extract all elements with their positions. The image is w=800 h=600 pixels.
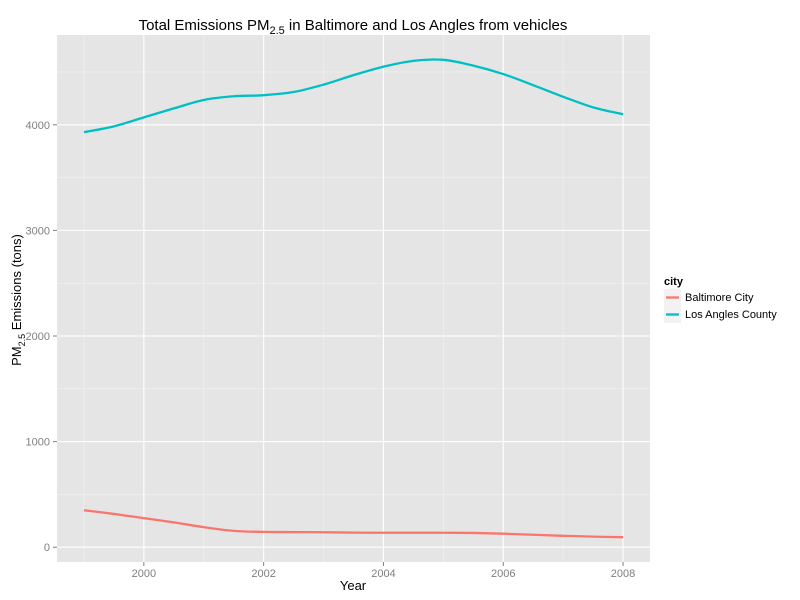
chart-title-subscript: 2.5	[269, 25, 284, 37]
legend-label-baltimore-city: Baltimore City	[685, 292, 754, 304]
y-tick-label: 1000	[26, 437, 50, 449]
legend: city Baltimore City Los Angles County	[664, 276, 777, 323]
y-axis-title: PM2.5 Emissions (tons)	[9, 234, 27, 366]
x-tick-label: 2006	[491, 568, 515, 580]
x-tick-label: 2004	[371, 568, 395, 580]
chart-title: Total Emissions PM2.5 in Baltimore and L…	[139, 17, 568, 37]
x-tick-label: 2000	[132, 568, 156, 580]
y-tick-label: 4000	[26, 120, 50, 132]
chart-title-suffix: in Baltimore and Los Angles from vehicle…	[285, 17, 568, 34]
legend-items: Baltimore City Los Angles County	[664, 289, 777, 323]
grid-layer	[57, 35, 650, 562]
ticks-layer: 2000 2002 2004 2006 2008 0 1000 2000 3000 4000	[26, 120, 636, 580]
chart-title-prefix: Total Emissions PM	[139, 17, 270, 34]
plot-panel	[57, 35, 650, 562]
x-axis-title: Year	[340, 578, 367, 593]
series-line-baltimore-city	[83, 509, 624, 539]
y-tick-label: 0	[44, 542, 50, 554]
y-tick-label: 2000	[26, 331, 50, 343]
y-axis-title-suffix: Emissions (tons)	[9, 234, 24, 334]
series-line-los-angles-county	[83, 58, 624, 134]
y-axis-title-prefix: PM	[9, 346, 24, 366]
legend-label-los-angles-county: Los Angles County	[685, 309, 777, 321]
legend-title: city	[664, 276, 684, 288]
y-tick-label: 3000	[26, 225, 50, 237]
y-axis-title-subscript: 2.5	[17, 334, 27, 347]
x-tick-label: 2008	[611, 568, 635, 580]
x-tick-label: 2002	[251, 568, 275, 580]
series-layer	[83, 58, 624, 539]
